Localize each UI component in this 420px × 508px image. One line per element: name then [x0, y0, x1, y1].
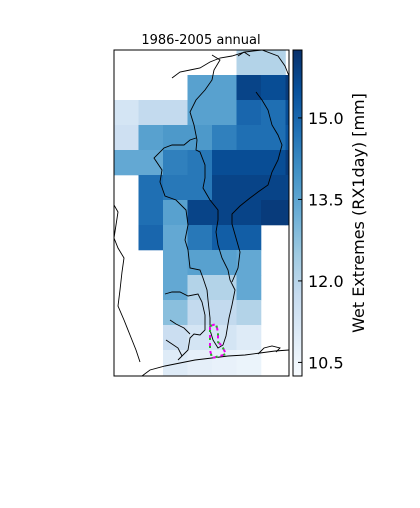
grid-cell [261, 75, 286, 100]
grid-cell [188, 225, 213, 250]
grid-cell [114, 125, 139, 150]
colorbar-fill [293, 50, 302, 376]
grid-cell [163, 300, 188, 325]
grid-cell [139, 150, 164, 175]
grid-cell [139, 100, 164, 125]
grid-cell [212, 300, 237, 325]
grid-cell [237, 325, 262, 350]
grid-cell [237, 75, 262, 100]
grid-cell [237, 350, 262, 375]
grid-cell [163, 200, 188, 225]
grid-cell [237, 175, 262, 200]
grid-cell [237, 125, 262, 150]
map-title: 1986-2005 annual [141, 33, 260, 48]
map-panel [114, 50, 289, 376]
grid-cell [261, 125, 286, 150]
grid-cell [212, 325, 237, 350]
colorbar-tick-label: 12.0 [308, 272, 344, 291]
grid-cell [114, 150, 139, 175]
colorbar-tick-label: 15.0 [308, 109, 344, 128]
grid-cell [139, 200, 164, 225]
grid-cell [261, 150, 286, 175]
grid-cell [188, 150, 213, 175]
grid-cell [237, 225, 262, 250]
grid-cell [163, 275, 188, 300]
grid-cell [237, 300, 262, 325]
grid-cell [188, 75, 213, 100]
grid-cell [212, 75, 237, 100]
grid-cell [163, 250, 188, 275]
grid-cell [188, 100, 213, 125]
grid-cell [188, 325, 213, 350]
grid-cell [139, 175, 164, 200]
grid-cell [188, 175, 213, 200]
colorbar-ticks: 10.5 12.0 13.5 15.0 [298, 109, 344, 373]
grid-cell [212, 100, 237, 125]
grid-cell [188, 275, 213, 300]
grid-cell [139, 225, 164, 250]
grid-cell [163, 225, 188, 250]
grid-cell [237, 150, 262, 175]
grid-cell [212, 150, 237, 175]
grid-cell [261, 200, 286, 225]
grid-cell [188, 350, 213, 375]
grid-cell [237, 200, 262, 225]
grid-cell [188, 250, 213, 275]
grid-cell [139, 125, 164, 150]
grid-cell [188, 200, 213, 225]
grid-cell [188, 125, 213, 150]
colorbar-tick-label: 10.5 [308, 353, 344, 372]
grid-cell [212, 175, 237, 200]
grid-cell [212, 125, 237, 150]
colorbar-tick-label: 13.5 [308, 190, 344, 209]
colorbar-label: Wet Extremes (RX1day) [mm] [349, 93, 368, 333]
grid-cell [163, 100, 188, 125]
grid-cell [237, 275, 262, 300]
grid-cell [163, 150, 188, 175]
grid-cell [114, 100, 139, 125]
colorbar: 10.5 12.0 13.5 15.0 Wet Extremes (RX1day) [… [293, 50, 368, 376]
grid-cell [237, 100, 262, 125]
